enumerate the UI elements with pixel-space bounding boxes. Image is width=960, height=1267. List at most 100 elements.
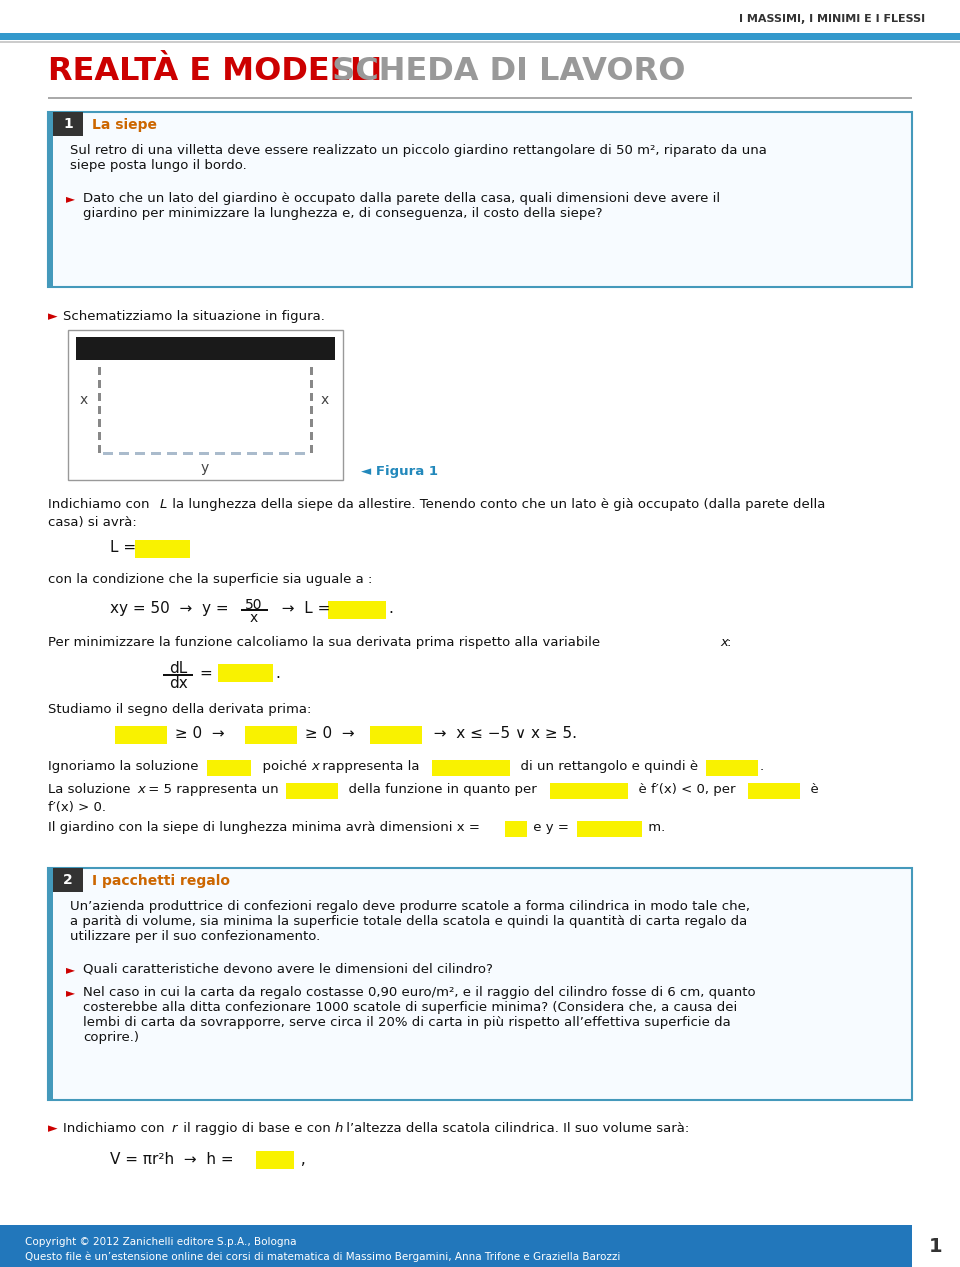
Text: r: r: [172, 1123, 178, 1135]
Text: Questo file è un’estensione online dei corsi di matematica di Massimo Bergamini,: Questo file è un’estensione online dei c…: [25, 1251, 620, 1262]
Bar: [53, 868, 83, 892]
Text: h: h: [335, 1123, 344, 1135]
Bar: [98, 445, 101, 454]
Bar: [550, 783, 628, 799]
Text: Per minimizzare la funzione calcoliamo la sua derivata prima rispetto alla varia: Per minimizzare la funzione calcoliamo l…: [48, 636, 605, 649]
Text: casa) si avrà:: casa) si avrà:: [48, 516, 136, 530]
Bar: [98, 419, 101, 427]
Bar: [48, 868, 53, 1100]
Text: ►: ►: [48, 310, 58, 323]
Bar: [53, 111, 83, 136]
Text: x: x: [321, 393, 329, 407]
Text: 1: 1: [63, 117, 73, 131]
Bar: [48, 111, 53, 288]
Bar: [115, 726, 167, 744]
Text: ,: ,: [296, 1152, 305, 1167]
Bar: [151, 452, 161, 455]
Bar: [103, 452, 113, 455]
Text: ◄ Figura 1: ◄ Figura 1: [361, 465, 438, 478]
Bar: [48, 111, 912, 288]
Bar: [247, 452, 257, 455]
Bar: [310, 393, 313, 400]
Bar: [218, 664, 273, 682]
Text: x: x: [250, 611, 258, 625]
Bar: [119, 452, 129, 455]
Bar: [295, 452, 305, 455]
Bar: [207, 760, 251, 775]
Text: rappresenta la: rappresenta la: [318, 760, 428, 773]
Bar: [328, 601, 386, 620]
Bar: [279, 452, 289, 455]
Bar: [0, 33, 960, 41]
Bar: [215, 452, 225, 455]
Text: ►: ►: [66, 986, 75, 998]
Text: :: :: [727, 636, 732, 649]
Text: x: x: [137, 783, 145, 796]
Text: .: .: [388, 601, 393, 616]
Text: ►: ►: [66, 193, 75, 205]
Bar: [505, 821, 527, 837]
Text: Sul retro di una villetta deve essere realizzato un piccolo giardino rettangolar: Sul retro di una villetta deve essere re…: [70, 144, 767, 172]
Bar: [577, 821, 642, 837]
Text: poiché: poiché: [254, 760, 311, 773]
Bar: [68, 329, 343, 480]
Text: Schematizziamo la situazione in figura.: Schematizziamo la situazione in figura.: [63, 310, 324, 323]
Bar: [135, 540, 190, 557]
Text: f′(x) > 0.: f′(x) > 0.: [48, 801, 106, 813]
Text: è: è: [802, 783, 819, 796]
Bar: [310, 445, 313, 454]
Bar: [98, 393, 101, 400]
Text: x: x: [311, 760, 319, 773]
Text: m.: m.: [644, 821, 665, 834]
Text: dx: dx: [169, 677, 187, 691]
Bar: [310, 432, 313, 440]
Text: Ignoriamo la soluzione: Ignoriamo la soluzione: [48, 760, 207, 773]
Bar: [370, 726, 422, 744]
Bar: [310, 419, 313, 427]
Text: con la condizione che la superficie sia uguale a :: con la condizione che la superficie sia …: [48, 573, 372, 587]
Text: è f′(x) < 0, per: è f′(x) < 0, per: [630, 783, 744, 796]
Text: x: x: [80, 393, 88, 407]
Bar: [241, 609, 268, 611]
Bar: [199, 452, 209, 455]
Text: La siepe: La siepe: [92, 118, 157, 132]
Text: della funzione in quanto per: della funzione in quanto per: [340, 783, 545, 796]
Bar: [0, 41, 960, 43]
Text: e y =: e y =: [529, 821, 573, 834]
Text: →  x ≤ −5 ∨ x ≥ 5.: → x ≤ −5 ∨ x ≥ 5.: [424, 726, 577, 741]
Bar: [183, 452, 193, 455]
Text: y: y: [201, 461, 209, 475]
Text: Copyright © 2012 Zanichelli editore S.p.A., Bologna: Copyright © 2012 Zanichelli editore S.p.…: [25, 1237, 297, 1247]
Text: Il giardino con la siepe di lunghezza minima avrà dimensioni x =: Il giardino con la siepe di lunghezza mi…: [48, 821, 484, 834]
Bar: [0, 1225, 960, 1267]
Bar: [310, 380, 313, 388]
Bar: [245, 726, 297, 744]
Bar: [912, 1225, 960, 1267]
Text: = 5 rappresenta un: = 5 rappresenta un: [144, 783, 287, 796]
Text: 1: 1: [929, 1237, 943, 1256]
Text: 2: 2: [63, 873, 73, 887]
Text: I pacchetti regalo: I pacchetti regalo: [92, 874, 230, 888]
Text: 50: 50: [245, 598, 263, 612]
Bar: [256, 1150, 294, 1169]
Text: Nel caso in cui la carta da regalo costasse 0,90 euro/m², e il raggio del cilind: Nel caso in cui la carta da regalo costa…: [83, 986, 756, 1044]
Text: SCHEDA DI LAVORO: SCHEDA DI LAVORO: [310, 56, 685, 87]
Text: Indichiamo con: Indichiamo con: [48, 498, 154, 511]
Text: dL: dL: [169, 661, 187, 677]
Bar: [310, 405, 313, 414]
Text: ≥ 0  →: ≥ 0 →: [170, 726, 234, 741]
Text: il raggio di base e con: il raggio di base e con: [179, 1123, 335, 1135]
Text: ►: ►: [66, 963, 75, 976]
Text: .: .: [760, 760, 764, 773]
Bar: [98, 380, 101, 388]
Text: Un’azienda produttrice di confezioni regalo deve produrre scatole a forma cilind: Un’azienda produttrice di confezioni reg…: [70, 900, 750, 943]
Text: La soluzione: La soluzione: [48, 783, 134, 796]
Bar: [98, 405, 101, 414]
Bar: [432, 760, 510, 775]
Text: x: x: [720, 636, 728, 649]
Text: Indichiamo con: Indichiamo con: [63, 1123, 169, 1135]
Bar: [163, 674, 193, 675]
Bar: [135, 452, 145, 455]
Bar: [286, 783, 338, 799]
Bar: [748, 783, 800, 799]
